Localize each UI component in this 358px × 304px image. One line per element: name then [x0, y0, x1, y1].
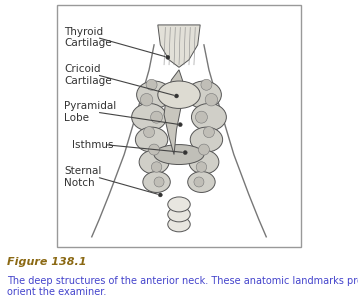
Polygon shape: [158, 25, 200, 67]
Circle shape: [198, 144, 209, 155]
Circle shape: [205, 94, 218, 106]
Text: Cricoid
Cartilage: Cricoid Cartilage: [64, 64, 112, 86]
Ellipse shape: [168, 217, 190, 232]
Ellipse shape: [168, 197, 190, 212]
Ellipse shape: [168, 207, 190, 222]
Circle shape: [154, 177, 164, 187]
Ellipse shape: [158, 81, 200, 109]
Circle shape: [158, 193, 162, 197]
Ellipse shape: [139, 150, 169, 174]
Text: Figure 138.1: Figure 138.1: [7, 257, 87, 268]
Circle shape: [151, 162, 162, 172]
Ellipse shape: [188, 171, 215, 192]
Circle shape: [151, 111, 163, 123]
Ellipse shape: [154, 145, 204, 164]
Circle shape: [203, 127, 214, 138]
Text: Isthmus: Isthmus: [72, 140, 113, 150]
Ellipse shape: [132, 103, 166, 131]
Polygon shape: [164, 70, 184, 154]
Circle shape: [140, 94, 153, 106]
Circle shape: [201, 79, 212, 90]
Circle shape: [194, 177, 204, 187]
Circle shape: [196, 162, 207, 172]
Ellipse shape: [190, 127, 223, 152]
Text: Sternal
Notch: Sternal Notch: [64, 166, 102, 188]
Ellipse shape: [192, 103, 226, 131]
Text: The deep structures of the anterior neck. These anatomic landmarks properly
orie: The deep structures of the anterior neck…: [7, 275, 358, 297]
Text: Thyroid
Cartilage: Thyroid Cartilage: [64, 26, 112, 48]
Circle shape: [178, 123, 182, 127]
Circle shape: [166, 55, 170, 59]
Ellipse shape: [137, 81, 171, 109]
Circle shape: [174, 94, 179, 98]
Ellipse shape: [187, 81, 221, 109]
Ellipse shape: [189, 150, 219, 174]
Ellipse shape: [143, 171, 170, 192]
Circle shape: [146, 79, 157, 90]
Circle shape: [144, 127, 155, 138]
Circle shape: [195, 111, 207, 123]
Ellipse shape: [135, 127, 168, 152]
Circle shape: [149, 144, 160, 155]
Circle shape: [183, 150, 187, 154]
Text: Pyramidal
Lobe: Pyramidal Lobe: [64, 101, 117, 123]
